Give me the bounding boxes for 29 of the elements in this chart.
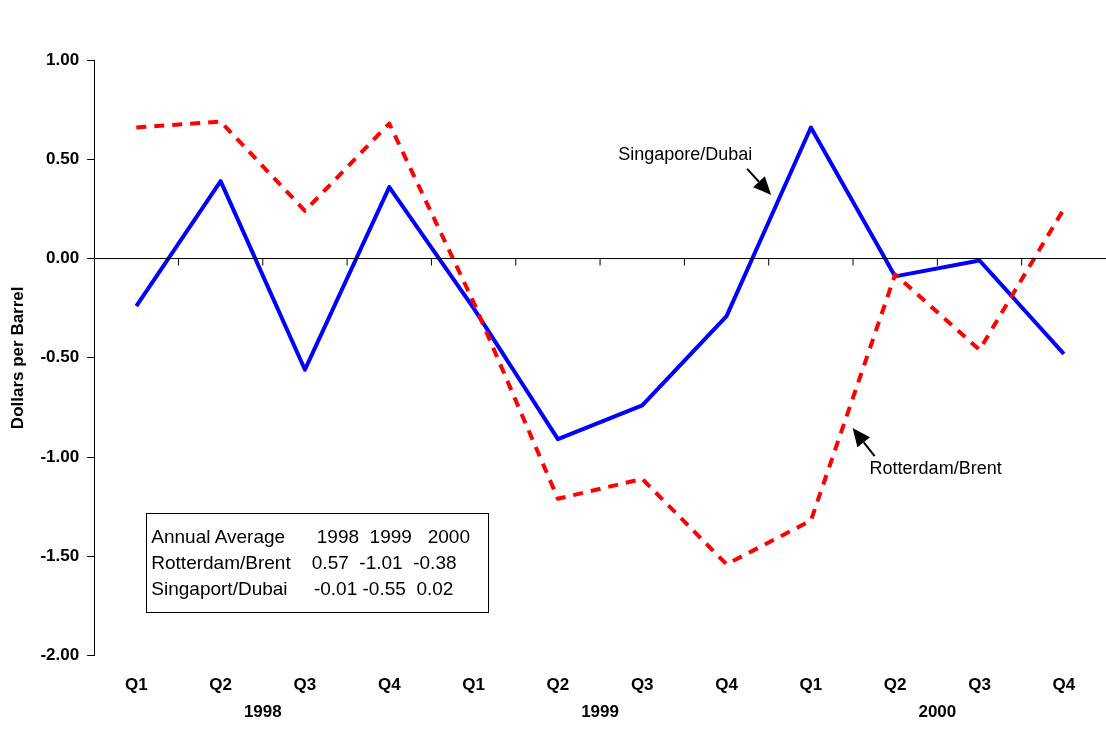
x-tick-label: Q3 xyxy=(968,675,991,695)
y-tick-label: -0.50 xyxy=(40,347,80,367)
x-tick-label: Q2 xyxy=(209,675,232,695)
y-tick-label: -1.50 xyxy=(40,546,80,566)
text: 2000 xyxy=(918,701,957,721)
annotation: Singaport/Dubai -0.01 -0.55 0.02 xyxy=(151,577,454,599)
y-tick-label: 1.00 xyxy=(46,49,80,69)
x-tick-label: Q2 xyxy=(546,675,570,695)
x-tick-label: Q4 xyxy=(377,675,402,695)
line-series xyxy=(134,119,1066,567)
series-label: Rotterdam/Brent xyxy=(869,458,1002,480)
y-tick-label: -2.00 xyxy=(40,645,80,665)
x-tick-label: Q1 xyxy=(799,675,823,695)
text: 1999 xyxy=(581,701,619,721)
x-tick-label: Q4 xyxy=(1052,675,1076,695)
y-axis-title: Dollars per Barrel xyxy=(7,286,27,430)
x-tick-label: Q3 xyxy=(293,675,317,695)
x-tick-label: Q1 xyxy=(124,675,148,695)
x-tick-label: Q4 xyxy=(715,675,739,695)
x-tick-label: Q2 xyxy=(883,675,907,695)
y-tick-label: -1.00 xyxy=(40,446,80,466)
x-tick-label: Q1 xyxy=(462,675,485,695)
y-tick-label: 0.00 xyxy=(46,248,80,268)
annotation: Annual Average 1998 1999 2000 xyxy=(151,525,470,547)
text: 1998 xyxy=(243,701,282,721)
text: Singapore/Dubai xyxy=(618,143,753,165)
annotation: Rotterdam/Brent 0.57 -1.01 -0.38 xyxy=(151,551,457,573)
y-tick-label: 0.50 xyxy=(46,148,80,168)
x-tick-label: Q3 xyxy=(630,675,654,695)
